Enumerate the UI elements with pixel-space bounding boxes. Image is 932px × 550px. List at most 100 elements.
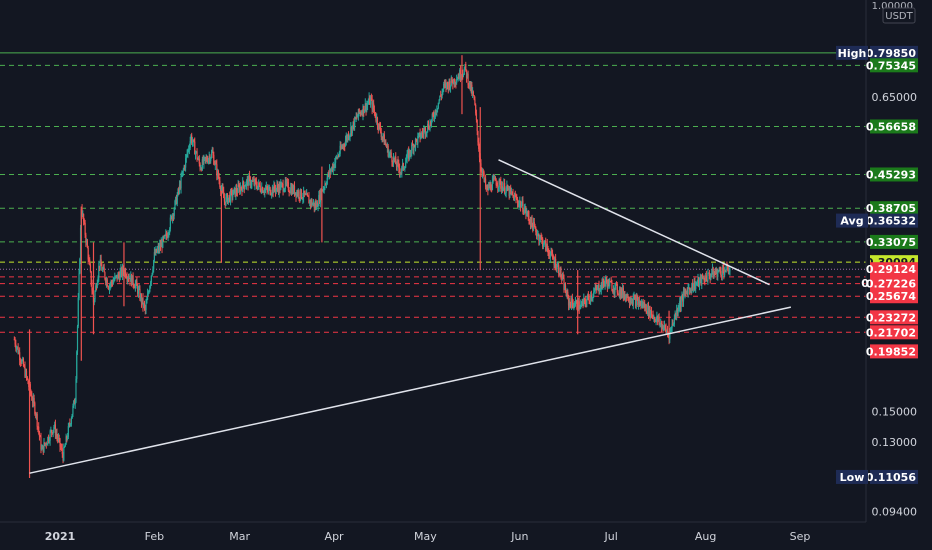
candle-body [372, 103, 374, 110]
candle-body [366, 103, 369, 105]
candle-body [394, 156, 396, 161]
candle-body [45, 443, 47, 445]
candle-body [553, 259, 555, 266]
candle-body [373, 103, 375, 110]
candle-body [564, 285, 567, 293]
candle-body [173, 209, 175, 216]
candle-body [653, 316, 656, 320]
candle-body [209, 156, 211, 162]
candle-body [280, 183, 282, 190]
candle-body [597, 285, 599, 287]
candle-body [626, 294, 628, 298]
candle-body [391, 156, 393, 163]
candle-body [93, 299, 95, 303]
candle-body [573, 306, 575, 308]
candle-body [682, 291, 685, 302]
candle-body [651, 315, 653, 317]
candle-body [64, 444, 66, 447]
candle-body [198, 158, 200, 164]
candle-body [445, 83, 447, 88]
candle-body [328, 169, 331, 175]
candle-body [296, 191, 298, 197]
candle-body [418, 132, 420, 134]
candle-body [108, 287, 110, 290]
candle-body [97, 277, 99, 283]
candle-body [412, 145, 414, 151]
candle-body [625, 294, 628, 298]
candle-body [687, 288, 689, 295]
trendlines[interactable] [29, 159, 792, 474]
candle-body [656, 316, 658, 319]
candle-body [308, 196, 310, 204]
candle-body [282, 183, 284, 192]
candle-body [167, 234, 169, 238]
candle-body [646, 311, 648, 314]
candle-body [31, 400, 34, 403]
time-axis[interactable]: 2021 Feb Mar Apr May Jun Jul Aug Sep [45, 530, 811, 543]
candle-body [30, 391, 32, 396]
currency-label: USDT [885, 11, 913, 22]
candle-body [446, 82, 448, 88]
candle-body [41, 445, 44, 449]
price-axis[interactable]: 0.65000 0.15000 0.13000 0.09400 [872, 91, 918, 519]
price-tag [870, 289, 918, 304]
candle-body [666, 330, 668, 332]
price-tag-label-box [836, 469, 868, 484]
candle-body [319, 195, 321, 203]
candle-body [536, 234, 538, 237]
candle-body [640, 301, 642, 306]
candle-body [586, 299, 588, 305]
candle-body [512, 194, 514, 196]
candle-body [41, 448, 43, 450]
candle-body [330, 169, 332, 173]
candle-body [396, 160, 398, 167]
candle-body [381, 136, 383, 138]
candle-body [380, 132, 382, 138]
candle-body [148, 291, 150, 293]
candle-body [166, 236, 168, 238]
candle-body [184, 166, 186, 168]
candle-body [146, 293, 149, 300]
candle-body [663, 325, 666, 329]
candle-body [249, 177, 251, 186]
currency-box[interactable] [882, 7, 916, 24]
candle-body [600, 283, 602, 290]
candle-body [71, 414, 73, 419]
candle-body [98, 265, 101, 267]
candle-body [126, 277, 128, 280]
candle-body [291, 186, 293, 195]
candle-body [721, 267, 723, 276]
candle-body [156, 249, 159, 253]
candle-body [38, 426, 40, 432]
candle-body [92, 290, 94, 295]
candle-body [384, 142, 386, 145]
candle-body [73, 400, 76, 405]
candle-body [606, 278, 608, 283]
candle-body [86, 241, 88, 243]
candle-body [160, 242, 162, 248]
candle-body [453, 78, 455, 85]
candle-body [700, 276, 702, 285]
candle-body [185, 154, 187, 159]
candle-body [63, 446, 65, 461]
candle-body [693, 281, 695, 288]
price-tick-label: 0.65000 [872, 91, 918, 104]
candle-body [682, 295, 684, 302]
candle-body [463, 68, 465, 75]
scale-indicator[interactable]: 1.00000 USDT [872, 1, 916, 24]
price-tag-value: 0.38705 [866, 202, 916, 215]
candle-body [180, 175, 182, 189]
time-tick-label: 2021 [45, 530, 76, 543]
candle-body [520, 204, 522, 208]
candle-body [248, 175, 250, 186]
candle-body [49, 431, 51, 441]
candle-body [409, 150, 411, 154]
candle-body [206, 157, 208, 161]
candle-body [542, 238, 544, 247]
candle-body [121, 267, 124, 276]
candle-body [516, 199, 519, 203]
candle-body [220, 187, 222, 192]
candle-body [685, 291, 687, 293]
candle-body [54, 424, 57, 436]
